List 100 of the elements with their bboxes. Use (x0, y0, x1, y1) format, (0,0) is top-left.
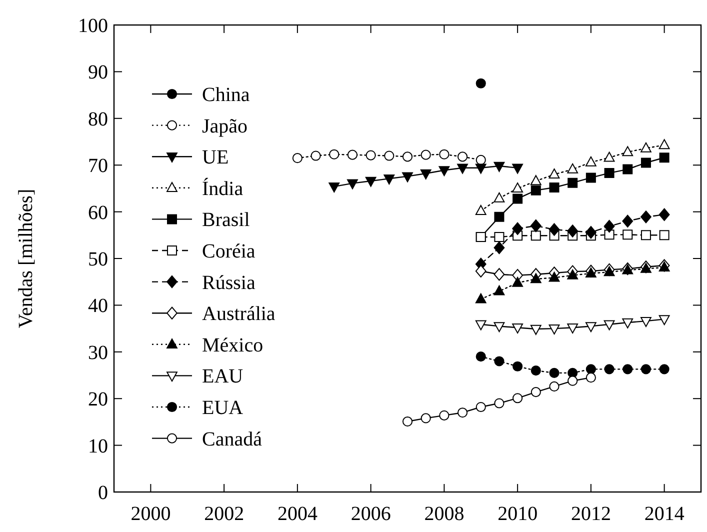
point (402, 152, 413, 162)
legend-label: Brasil (202, 209, 250, 232)
point (475, 293, 486, 304)
point (512, 393, 523, 404)
point (475, 264, 486, 278)
point (530, 185, 541, 196)
y-tick-label: 20 (88, 388, 108, 411)
point (640, 230, 651, 240)
legend-label: México (202, 334, 264, 356)
point (585, 226, 596, 239)
point (622, 230, 633, 240)
point (457, 408, 468, 418)
point (512, 164, 524, 174)
point (494, 192, 505, 202)
point (567, 163, 578, 174)
legend-label: China (202, 84, 250, 106)
point (567, 224, 578, 238)
point (439, 410, 450, 420)
point (548, 272, 560, 282)
point (402, 172, 413, 182)
point (604, 220, 615, 233)
point (568, 376, 578, 386)
legend-label: Coréia (202, 240, 256, 262)
y-tick-label: 50 (88, 248, 108, 270)
point (585, 322, 596, 332)
point (475, 204, 486, 215)
point (604, 364, 614, 374)
point (494, 241, 505, 254)
y-tick-label: 80 (88, 108, 108, 130)
point (548, 168, 560, 179)
x-tick-label: 2006 (350, 503, 391, 525)
x-tick-label: 2002 (204, 503, 244, 525)
point (310, 150, 321, 161)
point (475, 164, 486, 174)
point (384, 150, 394, 161)
point (494, 398, 504, 408)
point (622, 164, 633, 174)
point (494, 232, 504, 242)
point (420, 150, 431, 160)
point (568, 368, 578, 378)
point (622, 146, 634, 156)
point (329, 149, 340, 160)
point (549, 381, 560, 392)
point (476, 78, 486, 88)
point (640, 210, 652, 224)
x-tick-label: 2008 (424, 503, 464, 525)
legend-label: Canadá (202, 428, 262, 450)
point (586, 372, 596, 383)
point (494, 162, 505, 172)
y-tick-label: 30 (88, 342, 108, 364)
point (658, 315, 670, 326)
point (604, 230, 614, 240)
x-tick-label: 2010 (498, 503, 538, 525)
y-axis-title: Vendas [milhões] (15, 188, 37, 328)
point (366, 150, 376, 160)
point (328, 182, 340, 192)
y-tick-label: 90 (88, 62, 108, 84)
point (475, 320, 486, 330)
point (292, 153, 302, 164)
point (347, 150, 358, 160)
point (530, 175, 542, 186)
point (549, 182, 560, 193)
point (622, 214, 634, 228)
point (567, 324, 578, 334)
legend-label: Japão (202, 115, 248, 138)
point (365, 176, 376, 187)
point (384, 174, 395, 185)
point (494, 285, 505, 296)
point (476, 352, 486, 362)
point (530, 273, 542, 284)
point (604, 320, 615, 330)
point (494, 322, 505, 332)
point (568, 178, 578, 188)
point (402, 416, 413, 427)
point (658, 208, 670, 221)
x-tick-label: 2000 (130, 503, 171, 525)
point (438, 166, 450, 176)
legend-label: Rússia (202, 272, 256, 294)
point (512, 324, 524, 334)
point (457, 152, 468, 162)
y-tick-label: 60 (88, 202, 108, 224)
point (512, 222, 524, 235)
point (549, 368, 560, 378)
point (548, 324, 560, 334)
point (659, 230, 670, 240)
point (530, 324, 542, 335)
y-tick-label: 10 (88, 435, 108, 458)
point (420, 169, 432, 180)
point (347, 179, 358, 190)
point (658, 139, 670, 150)
legend-label: EUA (202, 397, 244, 419)
point (585, 156, 596, 166)
point (604, 168, 614, 178)
point (457, 164, 468, 174)
y-tick-label: 70 (88, 155, 108, 178)
point (476, 402, 486, 412)
point (530, 387, 541, 398)
point (640, 158, 651, 168)
point (640, 142, 652, 152)
point (567, 269, 578, 280)
